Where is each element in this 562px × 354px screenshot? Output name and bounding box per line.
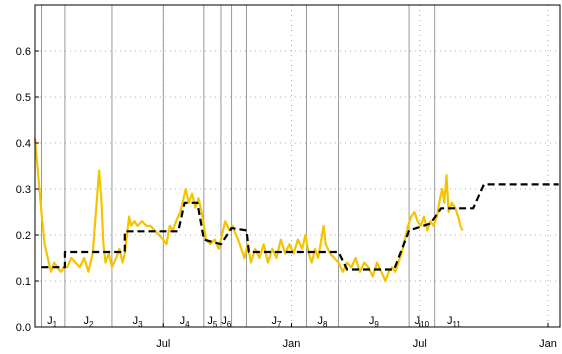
series-lines	[33, 138, 559, 283]
segment-label-6: J6	[221, 315, 232, 329]
y-ticks: 0.0 0.1 0.2 0.3 0.4 0.5 0.6	[16, 46, 39, 334]
x-ticks: Jul Jan Jul Jan	[156, 323, 557, 350]
y-tick-label-1: 0.1	[16, 276, 31, 288]
observed-line	[33, 138, 464, 283]
y-tick-label-6: 0.6	[16, 46, 31, 58]
y-tick-label-4: 0.4	[16, 138, 31, 150]
segment-label-5: J5	[207, 315, 218, 329]
segment-label-8: J8	[318, 315, 329, 329]
x-tick-label-0: Jul	[156, 338, 170, 350]
x-tick-label-1: Jan	[283, 338, 301, 350]
segment-label-9: J9	[369, 315, 380, 329]
grid-lines	[35, 5, 560, 327]
segment-label-10: J10	[415, 315, 430, 329]
segment-label-7: J7	[272, 315, 283, 329]
y-tick-label-5: 0.5	[16, 92, 31, 104]
segment-label-1: J1	[47, 315, 58, 329]
y-tick-label-0: 0.0	[16, 322, 31, 334]
segment-labels: J1 J2 J3 J4 J5 J6 J7 J8 J9 J10 J11	[47, 315, 461, 329]
segment-separators	[41, 5, 436, 327]
segment-label-3: J3	[133, 315, 144, 329]
y-tick-label-2: 0.2	[16, 230, 31, 242]
y-tick-label-3: 0.3	[16, 184, 31, 196]
plot-frame	[34, 4, 561, 328]
segment-label-4: J4	[180, 315, 191, 329]
segment-label-11: J11	[447, 315, 461, 329]
segment-label-2: J2	[83, 315, 94, 329]
x-tick-label-2: Jul	[413, 338, 427, 350]
fitted-line	[41, 183, 559, 271]
x-tick-label-3: Jan	[539, 338, 557, 350]
